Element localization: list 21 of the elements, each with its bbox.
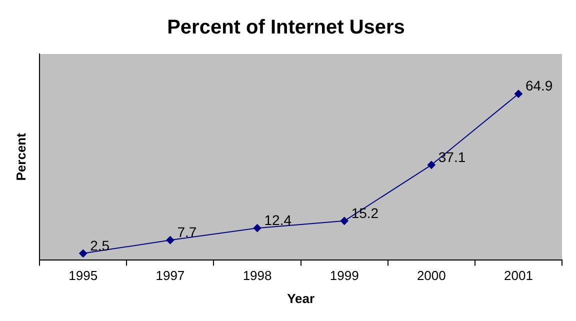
- chart-title: Percent of Internet Users: [167, 16, 405, 39]
- x-axis-title: Year: [287, 290, 315, 306]
- data-label: 12.4: [264, 212, 292, 228]
- data-label: 37.1: [438, 148, 466, 165]
- x-tick-label: 1999: [330, 268, 359, 284]
- data-label: 64.9: [525, 78, 553, 94]
- point: [514, 90, 522, 98]
- point: [166, 236, 174, 244]
- data-label: 15.2: [351, 204, 379, 221]
- x-tick-label: 1998: [242, 268, 272, 284]
- x-tick-label: 2000: [416, 268, 446, 284]
- point: [427, 160, 436, 169]
- y-axis-title: Percent: [13, 132, 28, 181]
- x-tick-label: 1997: [156, 268, 185, 284]
- point: [340, 216, 348, 225]
- point: [79, 249, 88, 258]
- data-label: 2.5: [90, 237, 110, 254]
- data-label: 7.7: [177, 224, 197, 240]
- x-tick-label: 1995: [68, 268, 98, 284]
- point: [253, 224, 262, 232]
- x-tick-label: 2001: [504, 268, 533, 284]
